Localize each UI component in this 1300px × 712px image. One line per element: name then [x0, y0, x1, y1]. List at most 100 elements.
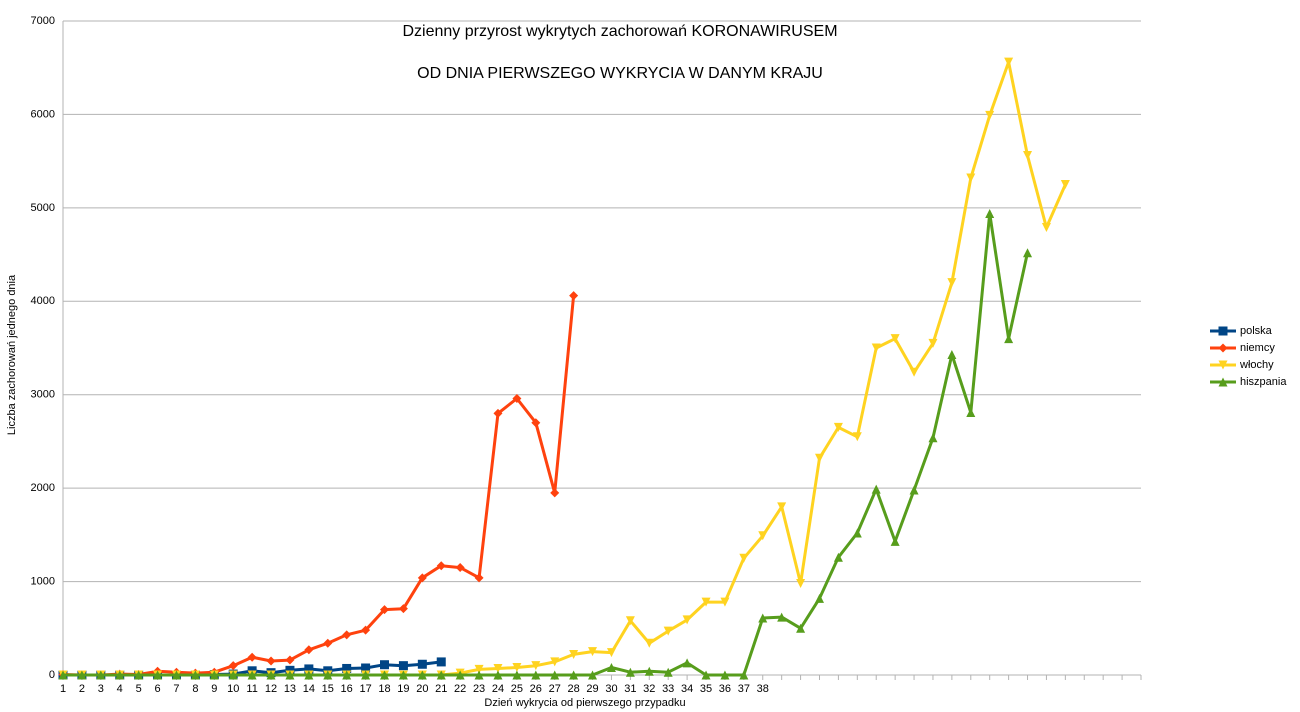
marker [569, 649, 579, 659]
marker [777, 612, 787, 622]
marker [701, 670, 711, 680]
legend-label: włochy [1239, 359, 1274, 371]
x-axis-label: Dzień wykrycia od pierwszego przypadku [484, 697, 685, 709]
marker [436, 670, 446, 680]
marker [720, 597, 730, 607]
x-tick-label: 20 [416, 683, 428, 695]
marker [228, 670, 238, 680]
marker [947, 350, 957, 360]
marker [985, 208, 995, 218]
marker [380, 660, 390, 670]
marker [380, 670, 390, 680]
marker [512, 393, 522, 403]
marker [77, 670, 87, 680]
y-tick-label: 4000 [31, 295, 55, 307]
marker [361, 625, 371, 635]
marker [701, 597, 711, 607]
marker [758, 531, 768, 541]
marker [531, 670, 541, 680]
x-tick-label: 2 [79, 683, 85, 695]
marker [455, 563, 465, 573]
x-tick-label: 32 [643, 683, 655, 695]
x-tick-label: 5 [136, 683, 142, 695]
x-tick-label: 13 [284, 683, 296, 695]
marker [266, 670, 276, 680]
x-tick-label: 33 [662, 683, 674, 695]
marker [928, 433, 938, 443]
marker [814, 453, 824, 463]
marker [512, 663, 522, 673]
x-tick-label: 12 [265, 683, 277, 695]
marker [1004, 57, 1014, 67]
marker [890, 536, 900, 546]
x-tick-label: 10 [227, 683, 239, 695]
marker [569, 291, 579, 301]
marker [1023, 151, 1033, 161]
marker [871, 484, 881, 494]
x-tick-label: 36 [719, 683, 731, 695]
chart-title: Dzienny przyrost wykrytych zachorowań KO… [402, 23, 837, 40]
marker [323, 670, 333, 680]
x-tick-label: 9 [211, 683, 217, 695]
marker [796, 578, 806, 588]
marker [928, 338, 938, 348]
marker [512, 670, 522, 680]
x-tick-label: 34 [681, 683, 693, 695]
x-tick-label: 28 [568, 683, 580, 695]
marker [739, 553, 749, 563]
marker [588, 670, 598, 680]
marker [153, 670, 163, 680]
marker [1023, 248, 1033, 258]
x-tick-label: 6 [154, 683, 160, 695]
marker [1218, 360, 1228, 370]
series [58, 57, 1070, 680]
marker [531, 661, 541, 671]
marker [455, 670, 465, 680]
marker [190, 670, 200, 680]
marker [171, 670, 181, 680]
x-tick-label: 16 [341, 683, 353, 695]
series-line [62, 295, 576, 677]
marker [909, 367, 919, 377]
y-tick-label: 0 [49, 669, 55, 681]
marker [474, 664, 484, 674]
marker [588, 647, 598, 657]
legend-label: niemcy [1240, 342, 1275, 354]
marker [398, 661, 408, 671]
marker [417, 573, 427, 583]
x-tick-label: 8 [192, 683, 198, 695]
y-tick-label: 1000 [31, 575, 55, 587]
marker [890, 334, 900, 344]
marker [134, 670, 144, 680]
marker [285, 670, 295, 680]
marker [720, 670, 730, 680]
x-tick-label: 7 [173, 683, 179, 695]
marker [758, 613, 768, 623]
marker [550, 657, 560, 667]
marker [966, 407, 976, 417]
x-tick-label: 27 [549, 683, 561, 695]
y-tick-label: 7000 [31, 15, 55, 27]
x-tick-label: 15 [322, 683, 334, 695]
x-tick-label: 4 [117, 683, 123, 695]
x-tick-label: 24 [492, 683, 504, 695]
marker [833, 552, 843, 562]
marker [852, 528, 862, 538]
marker [550, 670, 560, 680]
marker [342, 663, 352, 673]
x-tick-label: 25 [511, 683, 523, 695]
marker [96, 670, 106, 680]
marker [569, 670, 579, 680]
x-tick-label: 23 [473, 683, 485, 695]
x-tick-label: 19 [397, 683, 409, 695]
x-tick-label: 14 [303, 683, 315, 695]
x-tick-label: 26 [530, 683, 542, 695]
x-tick-label: 3 [98, 683, 104, 695]
marker [228, 661, 238, 671]
marker [247, 652, 257, 662]
marker [550, 488, 560, 498]
marker [380, 605, 390, 615]
marker [909, 485, 919, 495]
marker [115, 670, 125, 680]
